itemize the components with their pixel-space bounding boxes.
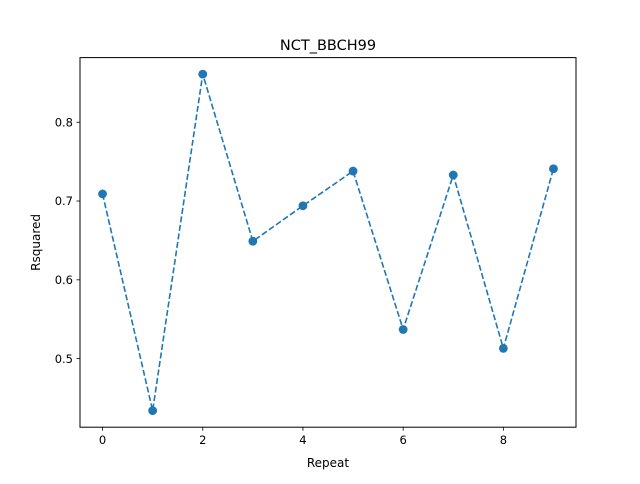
data-point-marker bbox=[298, 201, 308, 211]
data-point-marker bbox=[498, 343, 508, 353]
data-point-marker bbox=[348, 166, 358, 176]
x-tick-label: 0 bbox=[99, 433, 106, 447]
y-tick-label: 0.7 bbox=[55, 194, 73, 208]
y-axis-label: Rsquared bbox=[29, 214, 43, 271]
series-line bbox=[101, 73, 555, 411]
y-tick-label: 0.6 bbox=[55, 273, 73, 287]
y-tick-label: 0.5 bbox=[55, 352, 73, 366]
x-tick-label: 6 bbox=[399, 433, 406, 447]
x-axis-ticks: 0 2 4 6 8 bbox=[99, 427, 507, 447]
y-tick-label: 0.8 bbox=[55, 115, 73, 129]
data-point-marker bbox=[98, 189, 107, 199]
data-point-marker bbox=[549, 164, 558, 174]
y-axis-ticks: 0.5 0.6 0.7 0.8 bbox=[55, 115, 80, 366]
data-point-marker bbox=[148, 406, 158, 416]
x-tick-label: 4 bbox=[299, 433, 306, 447]
x-axis-label: Repeat bbox=[307, 456, 350, 470]
plot-area-frame bbox=[79, 57, 577, 428]
data-point-marker bbox=[198, 69, 208, 79]
x-tick-label: 8 bbox=[500, 433, 507, 447]
chart-title: NCT_BBCH99 bbox=[280, 38, 376, 54]
data-point-marker bbox=[398, 325, 408, 334]
series-layer bbox=[98, 69, 558, 416]
data-point-marker bbox=[248, 236, 258, 246]
x-tick-label: 2 bbox=[199, 433, 206, 447]
data-point-marker bbox=[448, 170, 458, 180]
